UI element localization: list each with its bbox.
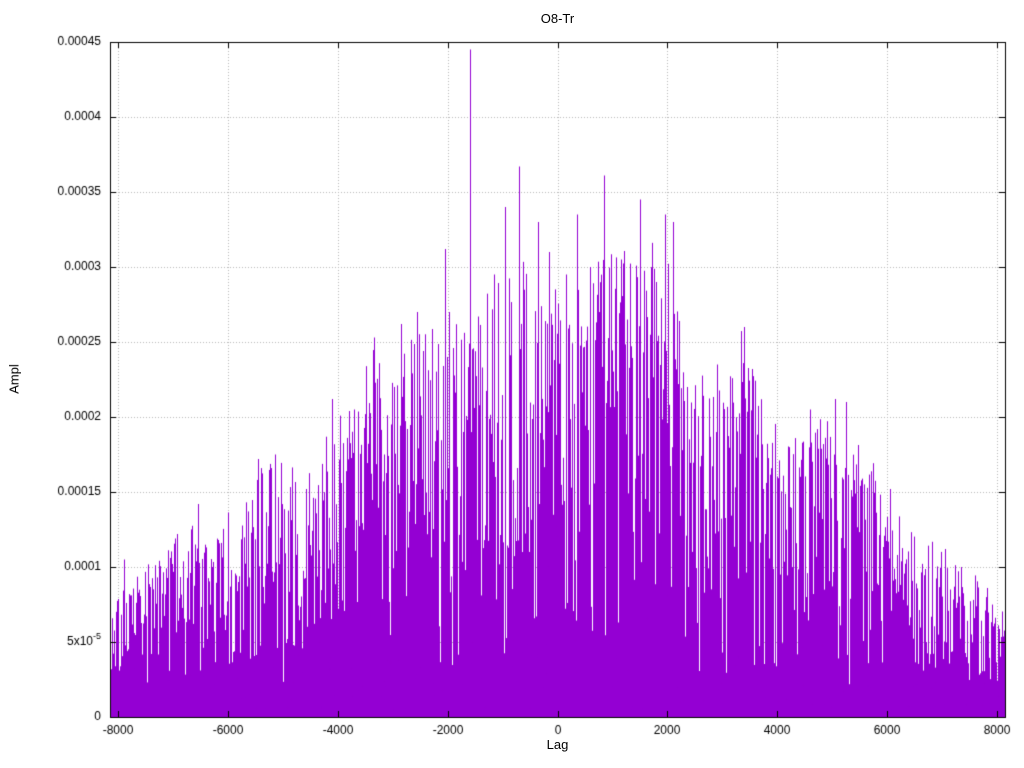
chart-title: O8-Tr <box>540 11 575 26</box>
y-axis-label: Ampl <box>6 364 22 394</box>
x-axis-label: Lag <box>546 737 569 752</box>
